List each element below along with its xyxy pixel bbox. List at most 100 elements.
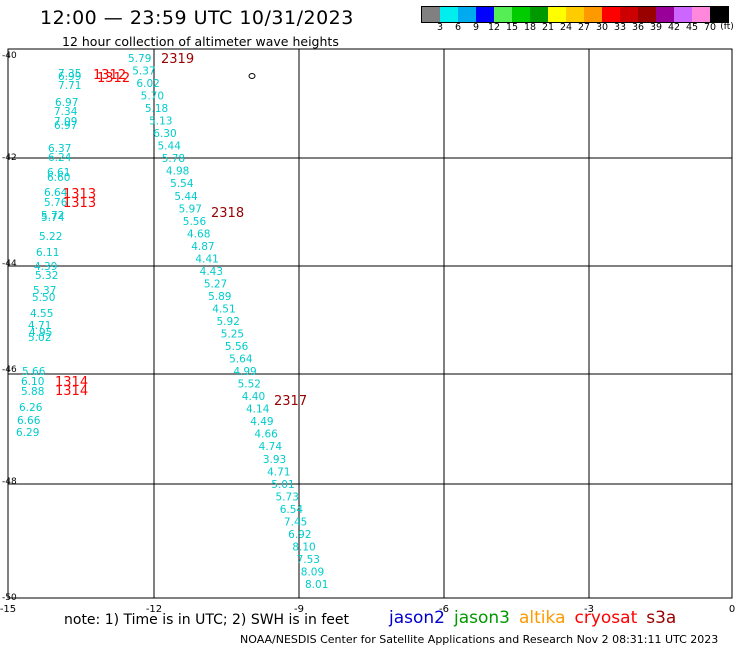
legend-tick-label: 24 (559, 22, 573, 33)
legend-swatch (566, 7, 584, 22)
page-subtitle: 12 hour collection of altimeter wave hei… (62, 34, 339, 49)
measurement-label: 4.66 (254, 429, 278, 441)
legend-tick-label: 21 (541, 22, 555, 33)
legend-swatch (638, 7, 656, 22)
measurement-label: 5.18 (145, 103, 168, 115)
measurement-label: 4.74 (259, 441, 283, 453)
measurement-label: 6.29 (16, 427, 39, 439)
measurement-label: 5.73 (276, 491, 299, 503)
map-frame (7, 48, 733, 599)
track-label: 1312 (93, 68, 126, 83)
satellite-legend: jason2 jason3 altika cryosat s3a (389, 608, 685, 628)
measurement-label: 5.37 (33, 285, 56, 297)
track-label: 2317 (274, 394, 307, 409)
measurement-label: 4.41 (195, 253, 218, 265)
measurement-label: 5.74 (41, 212, 65, 224)
legend-swatch (530, 7, 548, 22)
x-axis-label: -15 (0, 604, 16, 615)
legend-swatch (710, 7, 728, 22)
island-outline (248, 73, 256, 79)
measurement-label: 5.79 (128, 53, 151, 65)
track-label: 1314 (55, 384, 88, 399)
satellite-jason3: jason3 (454, 608, 510, 628)
satellite-cryosat: cryosat (574, 608, 638, 628)
measurement-label: 7.09 (54, 116, 77, 128)
measurement-label: 4.43 (200, 266, 223, 278)
y-axis-label: -46 (2, 365, 17, 375)
measurement-label: 5.64 (229, 354, 253, 366)
measurement-label: 4.71 (28, 320, 51, 332)
measurement-label: 6.30 (153, 128, 176, 140)
measurement-label: 4.87 (191, 241, 214, 253)
legend-unit-label: (ft) (720, 22, 734, 32)
y-axis-label: -48 (2, 477, 17, 487)
track-label: 2318 (211, 206, 244, 221)
legend-swatch (512, 7, 530, 22)
page-title: 12:00 — 23:59 UTC 10/31/2023 (40, 7, 354, 29)
measurement-label: 4.98 (166, 166, 189, 178)
measurement-label: 5.70 (141, 91, 164, 103)
measurement-label: 4.55 (30, 308, 53, 320)
legend-swatch (476, 7, 494, 22)
measurement-label: 6.54 (280, 504, 304, 516)
legend-tick-label: 39 (649, 22, 663, 33)
track-label: 2319 (161, 52, 194, 67)
measurement-label: 5.32 (35, 270, 58, 282)
legend-tick-label: 42 (667, 22, 681, 33)
legend-tick-label: 15 (505, 22, 519, 33)
measurement-label: 5.25 (221, 329, 244, 341)
measurement-label: 4.14 (246, 404, 270, 416)
measurement-label: 6.26 (19, 402, 43, 414)
legend-swatch (458, 7, 476, 22)
legend-swatch (602, 7, 620, 22)
measurement-label: 4.51 (212, 303, 235, 315)
legend-swatch (548, 7, 566, 22)
satellite-s3a: s3a (646, 608, 677, 628)
measurement-label: 4.95 (29, 327, 52, 339)
measurement-label: 5.54 (170, 178, 194, 190)
legend-swatch (656, 7, 674, 22)
color-scale-legend (421, 6, 729, 23)
legend-tick-label: 45 (685, 22, 699, 33)
legend-tick-label: 36 (631, 22, 645, 33)
measurement-label: 7.34 (54, 106, 78, 118)
measurement-label: 8.09 (301, 566, 324, 578)
measurement-label: 5.56 (225, 341, 249, 353)
legend-swatch (692, 7, 710, 22)
credit-line: NOAA/NESDIS Center for Satellite Applica… (240, 633, 719, 646)
legend-swatch (674, 7, 692, 22)
measurement-label: 4.49 (250, 416, 273, 428)
measurement-label: 5.13 (149, 116, 172, 128)
x-axis-label: -9 (294, 604, 304, 615)
legend-tick-label: 9 (472, 22, 480, 33)
measurement-label: 5.37 (132, 66, 155, 78)
measurement-label: 6.92 (288, 529, 311, 541)
measurement-label: 6.97 (54, 120, 77, 132)
measurement-label: 5.66 (22, 366, 46, 378)
measurement-label: 5.92 (217, 316, 240, 328)
measurement-label: 8.01 (305, 579, 328, 591)
x-axis-label: -6 (439, 604, 449, 615)
track-label: 1312 (97, 71, 130, 86)
measurement-label: 5.52 (238, 379, 261, 391)
legend-swatch (620, 7, 638, 22)
track-label: 1313 (63, 196, 96, 211)
measurement-label: 6.64 (44, 187, 68, 199)
measurement-label: 5.44 (174, 191, 198, 203)
measurement-label: 6.99 (58, 71, 81, 83)
measurement-label: 5.56 (183, 216, 207, 228)
measurement-label: 4.99 (233, 366, 256, 378)
measurement-label: 5.88 (21, 386, 44, 398)
measurement-label: 6.24 (48, 152, 72, 164)
y-axis-label: -40 (2, 51, 17, 61)
measurement-label: 6.02 (136, 78, 159, 90)
measurement-label: 5.76 (44, 197, 68, 209)
track-label: 1314 (55, 375, 88, 390)
measurement-label: 5.02 (28, 332, 51, 344)
measurement-label: 4.68 (187, 228, 210, 240)
legend-tick-label: 27 (577, 22, 591, 33)
measurement-label: 4.40 (242, 391, 265, 403)
measurement-label: 5.97 (179, 203, 202, 215)
legend-tick-label: 30 (595, 22, 609, 33)
x-axis-label: -3 (584, 604, 594, 615)
